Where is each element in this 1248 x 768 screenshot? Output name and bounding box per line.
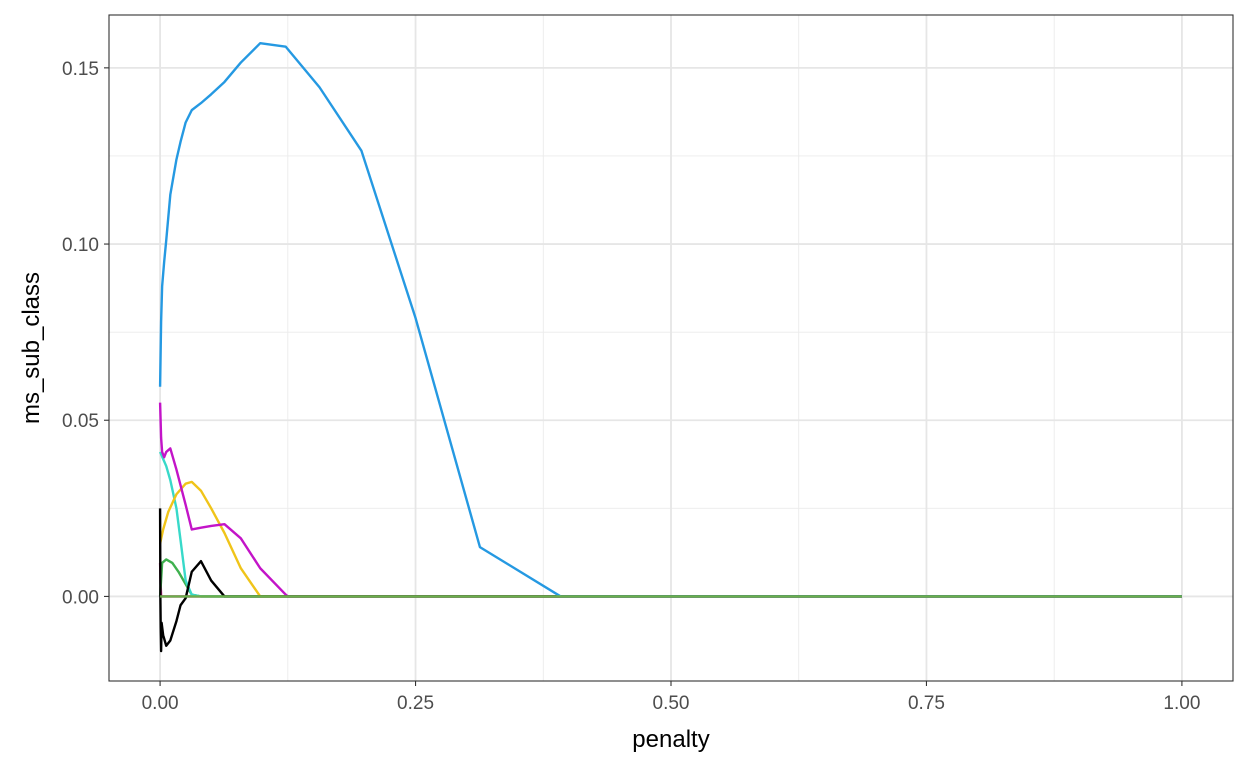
series-line-6 [158,480,1182,598]
series-lines [158,41,1182,653]
x-tick-label: 0.75 [908,693,945,714]
y-axis-title: ms_sub_class [18,272,45,424]
x-tick-label: 0.50 [653,693,690,714]
plot-panel [108,14,1234,682]
series-line-9 [158,41,1182,598]
axis-ticks [104,67,1183,686]
series-line-8 [158,508,1182,653]
series-line-7 [158,402,1182,598]
y-tick-label: 0.05 [62,411,99,432]
x-tick-label: 0.25 [397,693,434,714]
x-tick-label: 1.00 [1163,693,1200,714]
axis-tick-labels: 0.00 0.25 0.50 0.75 1.00 0.00 0.05 0.10 0.15 [62,59,1200,714]
y-tick-label: 0.10 [62,235,99,256]
x-tick-label: 0.00 [142,693,179,714]
y-tick-label: 0.15 [62,59,99,80]
y-tick-label: 0.00 [62,587,99,608]
x-axis-title: penalty [632,726,709,753]
